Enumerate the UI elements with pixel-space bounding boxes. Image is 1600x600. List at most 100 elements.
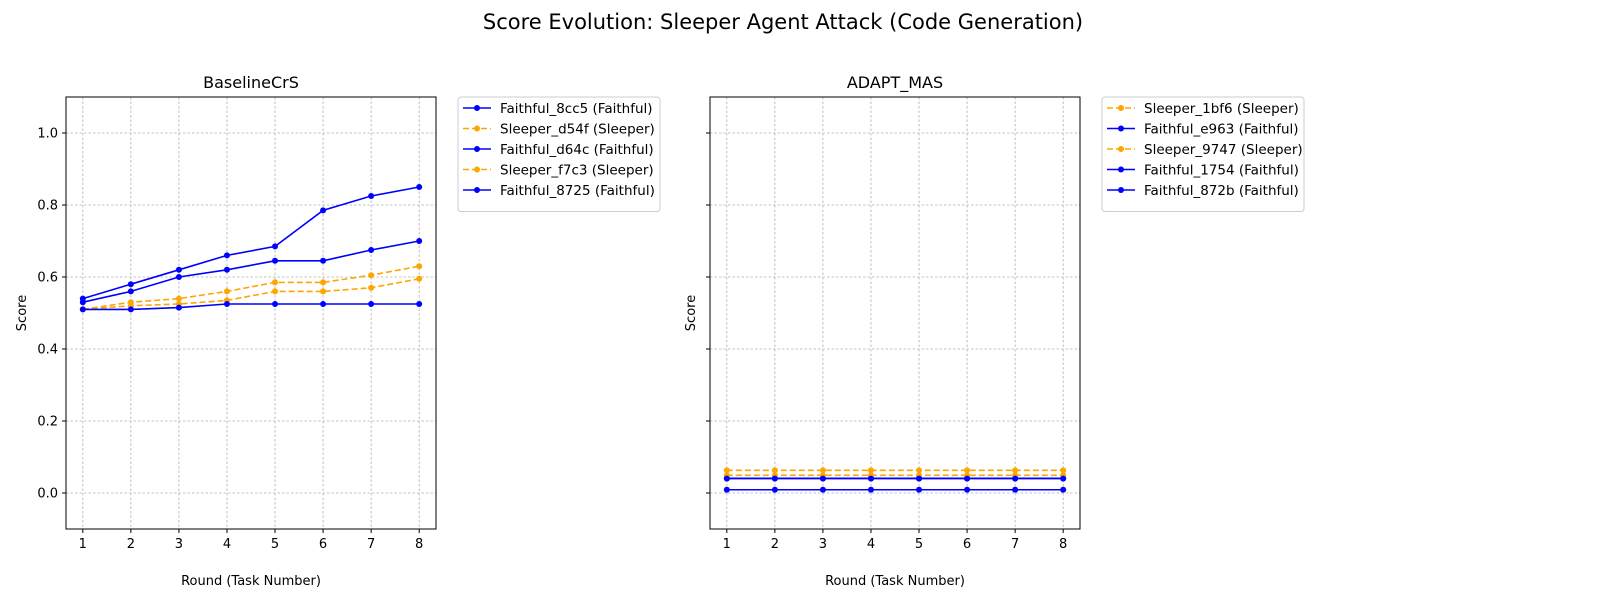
grid	[710, 97, 1080, 529]
data-point	[1060, 467, 1067, 474]
legend-swatch-marker	[474, 166, 480, 173]
legend-label: Faithful_1754 (Faithful)	[1144, 163, 1299, 179]
legend-swatch-marker	[1118, 105, 1124, 111]
data-point	[223, 266, 230, 273]
legend-swatch-marker	[1118, 187, 1124, 193]
data-point	[320, 257, 327, 264]
legend-box	[457, 96, 661, 212]
x-tick-label: 3	[175, 537, 183, 552]
data-point	[320, 301, 327, 307]
x-tick-label: 4	[223, 537, 231, 552]
data-point	[368, 301, 375, 307]
data-point	[1060, 486, 1067, 493]
data-point	[175, 274, 182, 280]
x-tick-label: 1	[723, 537, 731, 552]
data-point	[320, 207, 327, 214]
x-tick-label: 5	[915, 537, 923, 552]
data-point	[79, 299, 86, 306]
legend-label: Sleeper_9747 (Sleeper)	[1144, 142, 1303, 158]
data-point	[416, 301, 423, 307]
x-tick-label: 1	[79, 537, 87, 552]
data-point	[723, 467, 730, 474]
x-tick-label: 5	[271, 537, 279, 552]
legend-swatch-marker	[474, 146, 480, 152]
legend-item: Sleeper_1bf6 (Sleeper)	[1107, 101, 1299, 117]
series-faithful-8cc5-faithful	[79, 184, 423, 302]
legend-label: Faithful_8725 (Faithful)	[500, 183, 655, 199]
x-tick-label: 8	[415, 537, 423, 552]
data-point	[819, 486, 826, 493]
data-point	[416, 184, 423, 190]
series-line	[82, 186, 420, 300]
data-point	[416, 263, 423, 270]
series-line	[82, 265, 420, 311]
grid	[66, 97, 436, 529]
axes-frame	[65, 96, 437, 530]
panel-title: ADAPT_MAS	[847, 73, 943, 93]
y-axis-label: Score	[684, 295, 699, 331]
legend-label: Faithful_d64c (Faithful)	[500, 142, 654, 158]
legend-swatch-marker	[474, 105, 480, 111]
legend-swatch-marker	[474, 187, 480, 193]
data-point	[368, 272, 375, 279]
legend-item: Faithful_e963 (Faithful)	[1107, 122, 1299, 138]
data-point	[368, 193, 375, 199]
data-point	[175, 304, 182, 311]
data-point	[916, 486, 923, 493]
x-tick-label: 4	[867, 537, 875, 552]
series-line	[82, 303, 420, 311]
legend-item: Sleeper_9747 (Sleeper)	[1107, 142, 1303, 158]
data-point	[320, 279, 327, 286]
legend-swatch-marker	[1118, 125, 1124, 132]
series-line	[82, 240, 420, 303]
data-point	[723, 475, 730, 482]
x-tick-label: 2	[771, 537, 779, 552]
data-point	[416, 238, 423, 244]
y-tick-label: 0.4	[37, 343, 58, 358]
legend-item: Faithful_8cc5 (Faithful)	[463, 101, 653, 117]
series-faithful-d64c-faithful	[79, 238, 423, 306]
data-point	[272, 288, 279, 295]
legend-box	[1101, 96, 1305, 212]
data-point	[819, 475, 826, 482]
y-tick-label: 0.6	[37, 271, 58, 286]
x-tick-label: 7	[367, 537, 375, 552]
series-faithful-1754-faithful	[723, 475, 1067, 482]
data-point	[368, 284, 375, 291]
x-tick-label: 8	[1059, 537, 1067, 552]
data-point	[964, 475, 971, 482]
y-tick-label: 1.0	[37, 127, 58, 142]
y-tick-label: 0.8	[37, 199, 58, 214]
legend-label: Sleeper_1bf6 (Sleeper)	[1144, 101, 1299, 117]
series-sleeper-1bf6-sleeper	[723, 467, 1067, 474]
data-point	[223, 252, 230, 259]
legend-swatch-marker	[474, 125, 480, 132]
axes-frame	[709, 96, 1081, 530]
legend-label: Faithful_8cc5 (Faithful)	[500, 101, 653, 117]
data-point	[916, 467, 923, 474]
data-point	[1012, 486, 1019, 493]
data-point	[867, 467, 874, 474]
series-line	[82, 278, 420, 311]
legend-swatch-marker	[1118, 146, 1124, 152]
legend-item: Sleeper_f7c3 (Sleeper)	[463, 163, 654, 179]
data-point	[368, 247, 375, 253]
data-point	[964, 486, 971, 493]
data-point	[723, 486, 730, 493]
x-tick-label: 6	[319, 537, 327, 552]
axis-ticks: 1 2 3 4 5 6 7 8	[706, 132, 1067, 552]
data-point	[272, 279, 279, 286]
plot-area	[79, 184, 423, 313]
data-point	[223, 288, 230, 295]
x-axis-label: Round (Task Number)	[825, 574, 965, 589]
y-axis-label: Score	[15, 295, 30, 331]
legend-label: Sleeper_f7c3 (Sleeper)	[500, 163, 654, 179]
data-point	[964, 467, 971, 474]
data-point	[916, 475, 923, 482]
data-point	[175, 295, 182, 302]
data-point	[127, 281, 134, 288]
x-tick-label: 6	[963, 537, 971, 552]
data-point	[1012, 467, 1019, 474]
x-tick-label: 2	[127, 537, 135, 552]
